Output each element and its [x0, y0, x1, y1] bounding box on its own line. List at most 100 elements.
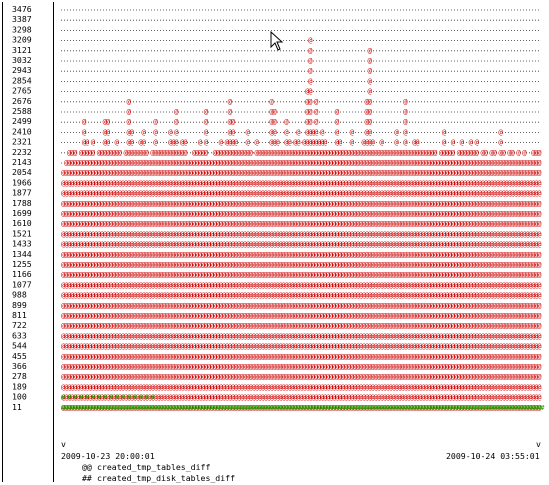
mark-bg [438, 199, 443, 207]
mark-bg [361, 291, 365, 299]
mark-bg [340, 250, 344, 258]
mark-bg [447, 363, 451, 370]
y-tick-label: 100 [12, 392, 27, 402]
mark-bg [492, 220, 496, 228]
mark-bg [361, 322, 365, 330]
mark-bg [498, 261, 502, 268]
mark-bg [370, 230, 374, 238]
mark-bg [420, 199, 425, 207]
mark-bg [414, 312, 419, 319]
mark-bg [432, 250, 437, 258]
mark-bg [518, 363, 523, 370]
mark-bg [411, 301, 416, 309]
mark-bg [504, 393, 508, 401]
mark-bg [367, 240, 371, 248]
mark-bg [513, 240, 517, 248]
mark-bg [441, 220, 445, 228]
mark-bg [507, 291, 511, 299]
mark-bg [513, 199, 517, 207]
mark-bg [396, 281, 401, 289]
mark-bg [492, 250, 496, 258]
mark-bg [349, 363, 353, 370]
mark-bg [414, 383, 419, 391]
mark-bg [361, 199, 365, 207]
mark-bg [414, 332, 419, 340]
mark-bg [486, 271, 490, 279]
mark-bg [518, 291, 523, 299]
mark-bg [426, 159, 431, 166]
mark-bg [524, 342, 529, 350]
mark-bg [468, 342, 472, 350]
mark-bg [492, 301, 496, 309]
mark-bg [524, 230, 529, 238]
mark-bg [510, 281, 514, 289]
mark-bg [399, 281, 404, 289]
mark-bg [337, 220, 341, 228]
mark-bg [420, 393, 425, 401]
mark-bg [414, 373, 419, 381]
mark-bg [450, 383, 454, 391]
mark-bg [536, 271, 541, 279]
mark-bg [477, 342, 481, 350]
mark-bg [507, 250, 511, 258]
mark-bg [495, 322, 499, 330]
mark-bg [524, 393, 529, 401]
mark-bg [468, 393, 472, 401]
mark-bg [513, 250, 517, 258]
mark-bg [358, 169, 362, 177]
mark-bg [396, 403, 401, 411]
mark-bg [379, 138, 383, 146]
mark-bg [441, 312, 445, 319]
mark-bg [507, 240, 511, 248]
mark-bg [340, 159, 344, 166]
mark-bg [417, 220, 422, 228]
mark-bg [420, 363, 425, 370]
mark-bg [367, 97, 371, 105]
mark-bg [426, 352, 431, 360]
mark-bg [468, 312, 472, 319]
mark-bg [495, 261, 499, 268]
mark-bg [337, 271, 341, 279]
mark-bg [367, 352, 371, 360]
mark-bg [453, 261, 457, 268]
mark-bg [391, 301, 395, 309]
mark-bg [352, 261, 356, 268]
mark-bg [394, 301, 398, 309]
mark-bg [489, 179, 493, 187]
mark-bg [399, 373, 404, 381]
mark-bg [346, 291, 350, 299]
mark-bg [504, 220, 508, 228]
mark-bg [516, 271, 520, 279]
mark-bg [346, 220, 350, 228]
mark-bg [385, 189, 389, 197]
mark-bg [426, 271, 431, 279]
mark-bg [367, 312, 371, 319]
mark-bg [501, 220, 505, 228]
mark-bg [417, 261, 422, 268]
mark-bg [370, 373, 374, 381]
mark-bg [388, 210, 392, 217]
y-tick-label: 2676 [12, 96, 32, 106]
mark-bg [456, 373, 460, 381]
mark-bg [516, 281, 520, 289]
mark-bg [408, 261, 413, 268]
mark-bg [501, 169, 505, 177]
mark-bg [394, 312, 398, 319]
mark-bg [521, 383, 526, 391]
mark-bg [477, 250, 481, 258]
mark-bg [480, 342, 484, 350]
mark-bg [391, 179, 395, 187]
mark-bg [370, 363, 374, 370]
mark-bg [486, 210, 490, 217]
mark-bg [379, 240, 383, 248]
mark-bg [474, 291, 478, 299]
y-tick-label: 1077 [12, 279, 32, 289]
mark-bg [524, 210, 529, 217]
mark-bg [352, 179, 356, 187]
mark-bg [441, 342, 445, 350]
mark-bg [343, 332, 347, 340]
mark-bg [435, 179, 440, 187]
mark-bg [518, 403, 523, 411]
mark-bg [504, 383, 508, 391]
mark-bg [367, 210, 371, 217]
